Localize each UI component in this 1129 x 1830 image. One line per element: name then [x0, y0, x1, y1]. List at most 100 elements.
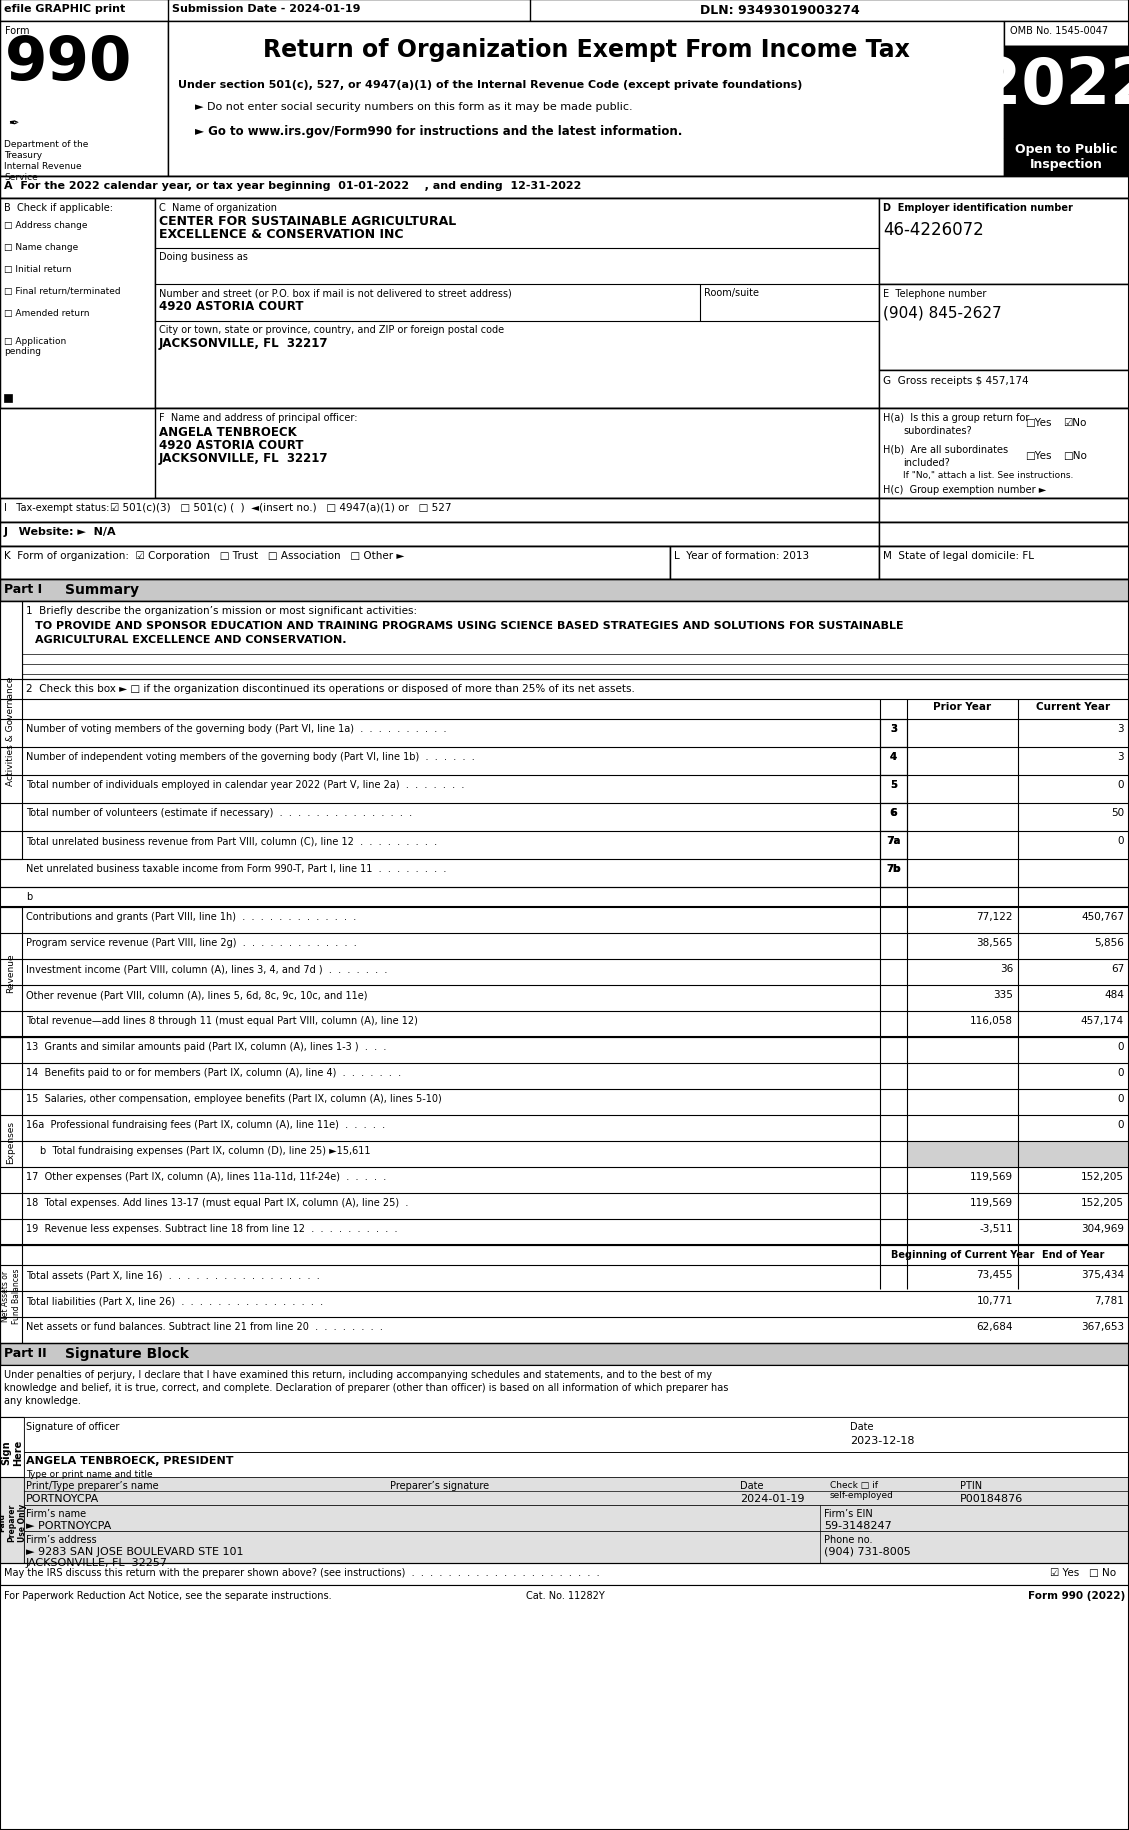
- Text: any knowledge.: any knowledge.: [5, 1394, 81, 1405]
- Text: Room/suite: Room/suite: [704, 287, 759, 298]
- Text: 15  Salaries, other compensation, employee benefits (Part IX, column (A), lines : 15 Salaries, other compensation, employe…: [26, 1093, 441, 1103]
- Text: OMB No. 1545-0047: OMB No. 1545-0047: [1010, 26, 1109, 37]
- Bar: [0, 1365, 1129, 1416]
- Text: Total number of individuals employed in calendar year 2022 (Part V, line 2a)  . : Total number of individuals employed in …: [26, 780, 464, 789]
- Text: 2  Check this box ► □ if the organization discontinued its operations or dispose: 2 Check this box ► □ if the organization…: [26, 684, 634, 694]
- Text: 2022: 2022: [978, 55, 1129, 117]
- Text: Activities & Governance: Activities & Governance: [7, 675, 16, 785]
- Text: P00184876: P00184876: [960, 1493, 1023, 1502]
- Text: H(a)  Is this a group return for: H(a) Is this a group return for: [883, 414, 1030, 423]
- Bar: [0, 1343, 1129, 1365]
- Text: Preparer’s signature: Preparer’s signature: [390, 1480, 489, 1490]
- Text: 7a: 7a: [887, 836, 900, 845]
- Bar: [0, 1038, 21, 1246]
- Text: Form: Form: [5, 26, 29, 37]
- Bar: [0, 500, 879, 523]
- Text: 1  Briefly describe the organization’s mission or most significant activities:: 1 Briefly describe the organization’s mi…: [26, 606, 417, 615]
- Bar: [879, 719, 907, 748]
- Text: 6: 6: [890, 807, 896, 818]
- Text: Investment income (Part VIII, column (A), lines 3, 4, and 7d )  .  .  .  .  .  .: Investment income (Part VIII, column (A)…: [26, 963, 387, 974]
- Text: Current Year: Current Year: [1036, 701, 1111, 712]
- Text: May the IRS discuss this return with the preparer shown above? (see instructions: May the IRS discuss this return with the…: [5, 1566, 599, 1577]
- Bar: [879, 748, 907, 776]
- Text: 6: 6: [890, 807, 898, 818]
- Bar: [155, 408, 879, 500]
- Bar: [24, 1477, 1129, 1506]
- Text: 17  Other expenses (Part IX, column (A), lines 11a-11d, 11f-24e)  .  .  .  .  .: 17 Other expenses (Part IX, column (A), …: [26, 1171, 386, 1182]
- Text: -3,511: -3,511: [979, 1222, 1013, 1233]
- Bar: [669, 547, 879, 580]
- Bar: [879, 719, 907, 748]
- Text: Phone no.: Phone no.: [824, 1534, 873, 1545]
- Text: Cat. No. 11282Y: Cat. No. 11282Y: [526, 1590, 604, 1599]
- Text: 36: 36: [1000, 963, 1013, 974]
- Text: b: b: [26, 891, 33, 902]
- Text: Net assets or fund balances. Subtract line 21 from line 20  .  .  .  .  .  .  . : Net assets or fund balances. Subtract li…: [26, 1321, 383, 1330]
- Text: Revenue: Revenue: [7, 953, 16, 992]
- Bar: [0, 908, 21, 1038]
- Text: Type or print name and title: Type or print name and title: [26, 1469, 152, 1479]
- Text: □ Amended return: □ Amended return: [5, 309, 89, 318]
- Text: Signature of officer: Signature of officer: [26, 1422, 120, 1431]
- Text: Check □ if: Check □ if: [830, 1480, 878, 1490]
- Text: H(c)  Group exemption number ►: H(c) Group exemption number ►: [883, 485, 1047, 494]
- Text: □Yes: □Yes: [1025, 417, 1051, 428]
- Text: subordinates?: subordinates?: [903, 426, 972, 436]
- Text: End of Year: End of Year: [1042, 1250, 1104, 1259]
- Bar: [0, 178, 1129, 199]
- Text: 14  Benefits paid to or for members (Part IX, column (A), line 4)  .  .  .  .  .: 14 Benefits paid to or for members (Part…: [26, 1067, 401, 1078]
- Text: self-employed: self-employed: [830, 1490, 894, 1499]
- Text: DLN: 93493019003274: DLN: 93493019003274: [700, 4, 860, 16]
- Text: 0: 0: [1118, 780, 1124, 789]
- Text: ANGELA TENBROECK, PRESIDENT: ANGELA TENBROECK, PRESIDENT: [26, 1455, 234, 1466]
- Text: Form 990 (2022): Form 990 (2022): [1027, 1590, 1124, 1599]
- Text: C  Name of organization: C Name of organization: [159, 203, 277, 212]
- Text: 0: 0: [1118, 1093, 1124, 1103]
- Text: ► PORTNOYCPA: ► PORTNOYCPA: [26, 1521, 112, 1530]
- Text: 484: 484: [1104, 990, 1124, 999]
- Text: K  Form of organization:  ☑ Corporation   □ Trust   □ Association   □ Other ►: K Form of organization: ☑ Corporation □ …: [5, 551, 404, 560]
- Text: 3: 3: [890, 723, 896, 734]
- Text: TO PROVIDE AND SPONSOR EDUCATION AND TRAINING PROGRAMS USING SCIENCE BASED STRAT: TO PROVIDE AND SPONSOR EDUCATION AND TRA…: [35, 620, 903, 631]
- Text: Print/Type preparer’s name: Print/Type preparer’s name: [26, 1480, 159, 1490]
- Bar: [155, 199, 879, 408]
- Text: Part II: Part II: [5, 1347, 46, 1360]
- Text: b  Total fundraising expenses (Part IX, column (D), line 25) ►15,611: b Total fundraising expenses (Part IX, c…: [40, 1146, 370, 1155]
- Text: J   Website: ►  N/A: J Website: ► N/A: [5, 527, 116, 536]
- Text: ☑ Yes   □ No: ☑ Yes □ No: [1050, 1566, 1117, 1577]
- Text: Net unrelated business taxable income from Form 990-T, Part I, line 11  .  .  . : Net unrelated business taxable income fr…: [26, 864, 446, 873]
- Text: Summary: Summary: [65, 582, 139, 597]
- Text: 0: 0: [1118, 1041, 1124, 1052]
- Text: □ Address change: □ Address change: [5, 221, 88, 231]
- Text: Prior Year: Prior Year: [934, 701, 991, 712]
- Text: I   Tax-exempt status:: I Tax-exempt status:: [5, 503, 110, 512]
- Bar: [1004, 139, 1129, 178]
- Text: 3: 3: [890, 723, 898, 734]
- Text: Net Assets or
Fund Balances: Net Assets or Fund Balances: [1, 1268, 20, 1323]
- Bar: [879, 285, 1129, 371]
- Text: Expenses: Expenses: [7, 1120, 16, 1162]
- Bar: [1004, 48, 1129, 139]
- Text: ► Go to www.irs.gov/Form990 for instructions and the latest information.: ► Go to www.irs.gov/Form990 for instruct…: [195, 124, 682, 137]
- Text: 50: 50: [1111, 807, 1124, 818]
- Text: Firm’s name: Firm’s name: [26, 1508, 86, 1519]
- Text: B  Check if applicable:: B Check if applicable:: [5, 203, 113, 212]
- Bar: [879, 371, 1129, 408]
- Text: □No: □No: [1064, 450, 1087, 461]
- Text: M  State of legal domicile: FL: M State of legal domicile: FL: [883, 551, 1034, 560]
- Text: 0: 0: [1118, 836, 1124, 845]
- Text: Other revenue (Part VIII, column (A), lines 5, 6d, 8c, 9c, 10c, and 11e): Other revenue (Part VIII, column (A), li…: [26, 990, 368, 999]
- Text: CENTER FOR SUSTAINABLE AGRICULTURAL: CENTER FOR SUSTAINABLE AGRICULTURAL: [159, 214, 456, 229]
- Text: 4920 ASTORIA COURT: 4920 ASTORIA COURT: [159, 439, 304, 452]
- Text: Signature Block: Signature Block: [65, 1347, 189, 1360]
- Bar: [879, 831, 907, 860]
- Bar: [0, 547, 669, 580]
- Text: 73,455: 73,455: [977, 1270, 1013, 1279]
- Text: JACKSONVILLE, FL  32217: JACKSONVILLE, FL 32217: [159, 452, 329, 465]
- Text: □ Application
pending: □ Application pending: [5, 337, 67, 357]
- Text: 7b: 7b: [886, 864, 901, 873]
- Text: 375,434: 375,434: [1080, 1270, 1124, 1279]
- Text: □ Final return/terminated: □ Final return/terminated: [5, 287, 121, 296]
- Bar: [24, 1532, 1129, 1563]
- Text: □ Initial return: □ Initial return: [5, 265, 71, 274]
